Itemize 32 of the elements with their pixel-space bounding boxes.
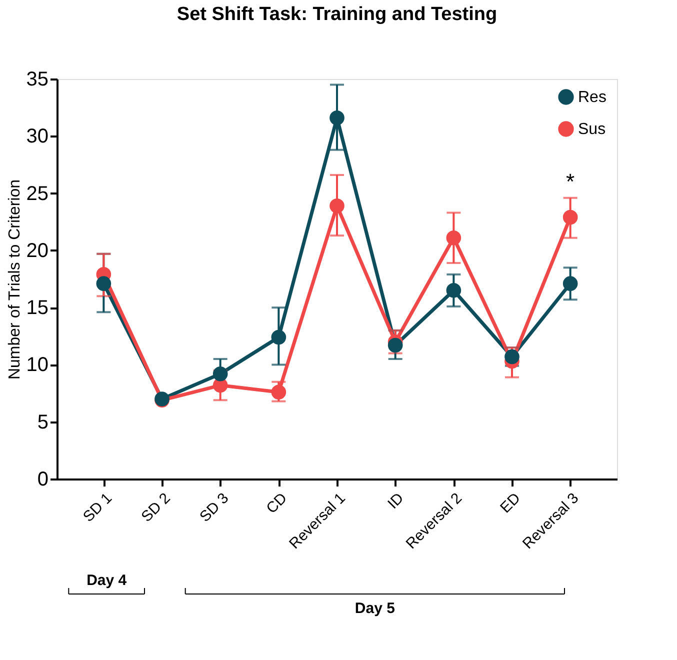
- y-tick-label: 15: [26, 297, 48, 320]
- point: [271, 330, 286, 345]
- text: Day 5: [354, 600, 395, 617]
- point: [271, 384, 286, 400]
- annotation: *: [566, 168, 576, 194]
- point: [446, 283, 462, 298]
- y-tick-label: 5: [37, 411, 48, 434]
- point: [96, 276, 112, 291]
- x-tick-label: SD 2: [138, 490, 174, 526]
- y-tick-label: 35: [26, 68, 48, 90]
- point: [212, 366, 228, 382]
- point: [330, 110, 344, 126]
- x-tick-label: SD 1: [80, 490, 116, 526]
- point: [562, 210, 578, 225]
- point: [562, 276, 578, 291]
- legend-label: Res: [578, 89, 606, 106]
- x-tick-label: CD: [263, 490, 291, 518]
- y-tick-label: 0: [37, 468, 48, 490]
- chart-title: Set Shift Task: Training and Testing: [176, 4, 498, 25]
- y-tick-label: 20: [26, 240, 48, 262]
- text: Day 4: [86, 572, 128, 589]
- legend-label: Sus: [578, 121, 606, 138]
- x-tick-label: SD 3: [196, 490, 232, 526]
- y-tick-label: 25: [26, 182, 48, 205]
- point: [330, 198, 344, 214]
- point: [388, 338, 403, 353]
- x-tick-label: ED: [497, 490, 524, 517]
- point: [446, 230, 462, 246]
- y-tick-label: 10: [26, 354, 48, 376]
- x-tick-label: ID: [384, 490, 408, 512]
- y-tick-label: 30: [26, 126, 48, 148]
- y-axis-title: Number of Trials to Criterion: [6, 179, 24, 380]
